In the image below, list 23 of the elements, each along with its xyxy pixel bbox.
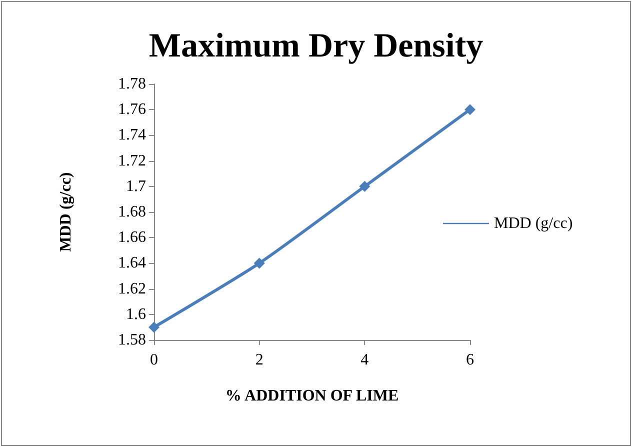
- y-tick-label: 1.68: [118, 204, 146, 220]
- y-tick-label: 1.64: [118, 254, 146, 272]
- point: [148, 322, 160, 333]
- y-axis-title: MDD (g/cc): [58, 172, 74, 252]
- x-tick-label: 2: [255, 352, 264, 368]
- point: [464, 104, 476, 116]
- x-tick-label: 6: [466, 352, 474, 368]
- x-axis-title: % ADDITION OF LIME: [225, 388, 399, 404]
- y-tick-label: 1.7: [126, 178, 146, 195]
- point: [254, 258, 265, 269]
- x-tick-label: 4: [360, 352, 369, 368]
- y-tick-label: 1.72: [118, 152, 146, 170]
- y-tick-label: 1.74: [118, 126, 146, 144]
- x-tick-label: 0: [150, 352, 158, 368]
- legend-label: MDD (g/cc): [494, 215, 573, 232]
- chart-title: Maximum Dry Density: [148, 28, 484, 64]
- y-tick-label: 1.6: [126, 306, 146, 323]
- point: [359, 180, 370, 192]
- y-tick-label: 1.62: [118, 280, 146, 298]
- y-tick-label: 1.78: [118, 76, 146, 92]
- y-tick-label: 1.76: [118, 101, 146, 118]
- y-tick-label: 1.66: [118, 229, 146, 246]
- y-tick-label: 1.58: [118, 332, 146, 348]
